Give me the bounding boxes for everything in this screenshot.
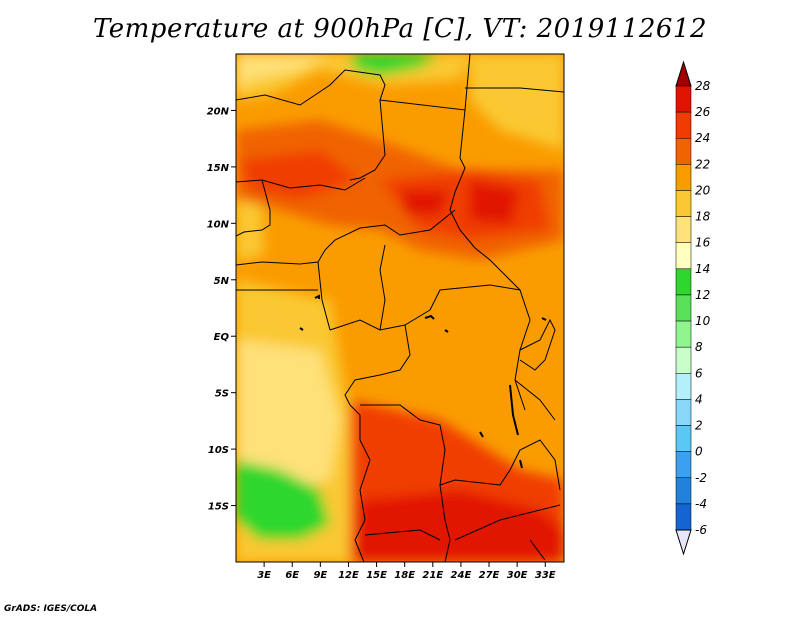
colorbar-label: -4 <box>695 497 707 511</box>
lat-tick-label: 10S <box>208 445 229 456</box>
lon-tick-label: 18E <box>394 570 415 581</box>
colorbar-label: 28 <box>695 79 711 93</box>
colorbar-label: 24 <box>695 131 710 145</box>
lakes <box>299 294 547 469</box>
colorbar-segment <box>675 503 692 531</box>
colorbar-segment <box>675 137 692 165</box>
colorbar-segment <box>675 477 692 505</box>
lat-tick-label: 5N <box>214 276 230 287</box>
lat-tick-label: 20N <box>207 106 230 117</box>
colorbar-label: 22 <box>695 157 710 171</box>
colorbar-label: 20 <box>695 183 711 197</box>
colorbar-label: 18 <box>695 210 711 224</box>
colorbar-segment <box>675 425 692 452</box>
lon-tick-label: 12E <box>338 570 359 581</box>
lon-tick-label: 27E <box>479 570 500 581</box>
colorbar-label: 0 <box>695 445 703 459</box>
lon-tick-label: 24E <box>451 570 472 581</box>
lat-tick-label: 15S <box>208 502 229 513</box>
colorbar-bottom-arrow <box>675 529 692 556</box>
lon-tick-label: 33E <box>535 570 556 581</box>
colorbar-segment <box>675 242 692 270</box>
temperature-field <box>236 54 564 562</box>
colorbar-label: -6 <box>695 523 707 537</box>
colorbar-segment <box>675 294 692 322</box>
colorbar-segment <box>675 164 692 191</box>
colorbar-segment <box>675 373 692 400</box>
colorbar-segment <box>675 268 692 296</box>
colorbar-label: 2 <box>695 419 703 433</box>
colorbar-label: -2 <box>695 471 707 485</box>
colorbar-label: 8 <box>695 340 703 354</box>
lon-tick-label: 6E <box>285 570 299 581</box>
lon-tick-label: 3E <box>257 570 271 581</box>
colorbar-segment <box>675 190 692 217</box>
colorbar-label: 6 <box>695 366 703 380</box>
map-title: Temperature at 900hPa [C], VT: 201911261… <box>92 14 708 44</box>
lat-tick-label: 10N <box>207 219 230 230</box>
colorbar-segment <box>675 451 692 479</box>
colorbar-label: 14 <box>695 262 710 276</box>
lon-tick-label: 9E <box>313 570 327 581</box>
lon-tick-label: 15E <box>366 570 387 581</box>
lat-tick-label: 5S <box>215 389 229 400</box>
colorbar-segment <box>675 85 692 113</box>
colorbar-label: 4 <box>695 392 703 406</box>
colorbar <box>675 60 692 556</box>
lon-tick-label: 21E <box>422 570 443 581</box>
map-frame <box>235 53 565 563</box>
lon-tick-label: 30E <box>507 570 528 581</box>
colorbar-label: 10 <box>695 314 711 328</box>
country-borders <box>236 54 564 562</box>
lat-tick-label: EQ <box>214 332 230 343</box>
colorbar-segment <box>675 346 692 374</box>
colorbar-segment <box>675 216 692 243</box>
colorbar-top-arrow <box>675 60 692 87</box>
lat-tick-label: 15N <box>207 163 230 174</box>
footer-credit: GrADS: IGES/COLA <box>4 604 98 614</box>
colorbar-label: 16 <box>695 236 711 250</box>
latitude-axis: 20N 15N 10N 5N EQ 5S 10S 15S <box>207 106 236 513</box>
colorbar-label: 12 <box>695 288 710 302</box>
colorbar-segment <box>675 320 692 348</box>
colorbar-label: 26 <box>695 105 711 119</box>
longitude-axis: 3E 6E 9E 12E 15E 18E 21E 24E 27E 30E 33E <box>257 562 556 581</box>
colorbar-segment <box>675 399 692 426</box>
colorbar-segment <box>675 111 692 139</box>
